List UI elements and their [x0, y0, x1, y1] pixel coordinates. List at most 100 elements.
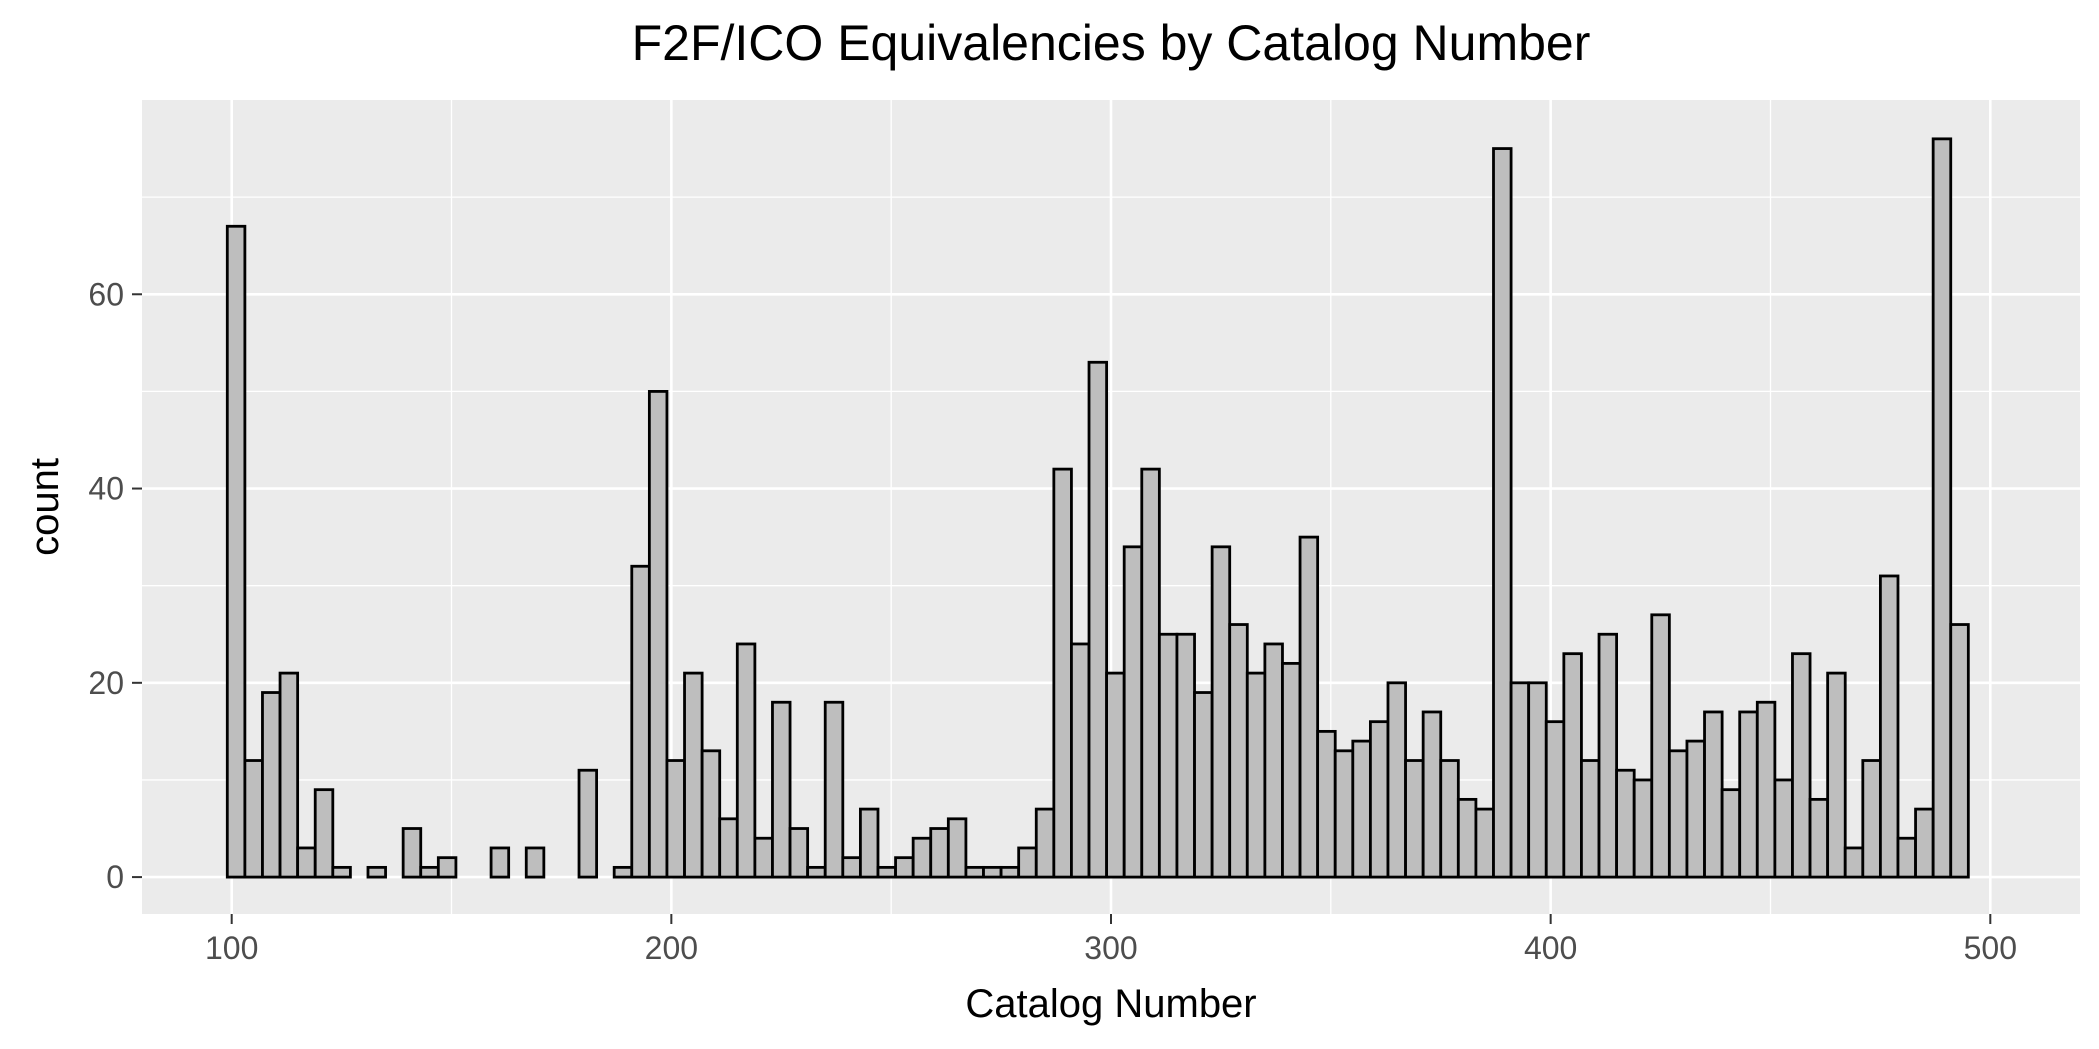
histogram-bar [1474, 807, 1495, 879]
histogram-bar [1333, 749, 1355, 879]
histogram-bar [1826, 671, 1847, 879]
histogram-bar [419, 865, 440, 879]
histogram-bar [243, 759, 264, 879]
histogram-bar [261, 691, 282, 879]
histogram-bar [1896, 836, 1917, 879]
histogram-bar [1316, 729, 1337, 879]
histogram-bar [1544, 720, 1566, 879]
histogram-bar [911, 836, 933, 879]
histogram-bar [1509, 681, 1531, 879]
histogram-bar [1597, 632, 1619, 879]
histogram-bar [1492, 147, 1513, 879]
histogram-bar [894, 856, 915, 879]
histogram-bar [1263, 642, 1284, 879]
histogram-bar [1368, 720, 1390, 879]
y-tick-label: 40 [88, 471, 124, 507]
histogram-bar [401, 827, 423, 879]
histogram-bar [524, 846, 546, 879]
histogram-bar [982, 865, 1003, 879]
histogram-bar [753, 836, 774, 879]
histogram-bar [1667, 749, 1689, 879]
histogram-bar [1175, 632, 1196, 879]
histogram-bar [366, 865, 387, 879]
x-tick-label: 200 [645, 930, 698, 966]
x-tick-label: 400 [1524, 930, 1577, 966]
histogram-bar [1632, 778, 1654, 879]
histogram-bar [1580, 759, 1601, 879]
histogram-bar [225, 224, 247, 879]
histogram-bar [1122, 545, 1144, 879]
histogram-bar [1791, 652, 1812, 879]
histogram-bar [718, 817, 739, 879]
histogram-bar [1773, 778, 1794, 879]
histogram-bar [1087, 360, 1109, 879]
histogram-bar [1439, 759, 1460, 879]
histogram-bar [1017, 846, 1038, 879]
histogram-bar [1228, 623, 1249, 879]
histogram-bar [489, 846, 511, 879]
histogram-bar [1720, 788, 1742, 879]
histogram-bar [1281, 661, 1302, 879]
histogram-bar [313, 788, 335, 879]
histogram-bar [1703, 710, 1724, 879]
y-tick-label: 60 [88, 276, 124, 312]
histogram-bar [1615, 768, 1636, 879]
histogram-bar [1738, 710, 1759, 879]
histogram-bar [1070, 642, 1091, 879]
histogram-bar [296, 846, 317, 879]
histogram-bar [665, 759, 686, 879]
y-tick-label: 0 [106, 859, 124, 895]
x-axis: 100 200 300 400 500 [205, 914, 2017, 966]
histogram-bar [1052, 467, 1073, 879]
y-axis-title: count [23, 458, 67, 556]
histogram-bar [1298, 535, 1320, 879]
histogram-bar [1843, 846, 1865, 879]
histogram-bar [1157, 632, 1179, 879]
x-axis-title: Catalog Number [965, 982, 1256, 1026]
histogram-bar [946, 817, 968, 879]
histogram-bar [1034, 807, 1056, 879]
histogram-bar [841, 856, 862, 879]
histogram-bar [1193, 691, 1214, 879]
histogram-bar [1949, 623, 1970, 879]
chart-title: F2F/ICO Equivalencies by Catalog Number [632, 15, 1591, 71]
histogram-bar [999, 865, 1021, 879]
histogram-bar [1861, 759, 1882, 879]
x-tick-label: 100 [205, 930, 258, 966]
histogram-bar [1914, 807, 1935, 879]
histogram-bar [647, 390, 669, 879]
y-tick-label: 20 [88, 665, 124, 701]
histogram-bar [1562, 652, 1583, 879]
bars [225, 137, 1970, 879]
histogram-bar [683, 671, 704, 879]
histogram-bar [700, 749, 722, 879]
histogram-bar [806, 865, 827, 879]
histogram-bar [823, 700, 845, 879]
histogram-bar [612, 865, 634, 879]
histogram-bar [876, 865, 897, 879]
y-axis: 0 20 40 60 [88, 276, 142, 895]
histogram-bar [929, 827, 950, 879]
histogram-bar [1527, 681, 1548, 879]
histogram-bar [1808, 797, 1830, 879]
histogram-bar [1650, 613, 1671, 879]
histogram-bar [1210, 545, 1232, 879]
histogram-bar [1755, 700, 1777, 879]
histogram-bar [1105, 671, 1126, 879]
histogram-bar [1140, 467, 1161, 879]
histogram-bar [436, 856, 458, 879]
histogram-bar [1386, 681, 1407, 879]
histogram-bar [630, 564, 651, 879]
histogram-bar [1421, 710, 1443, 879]
histogram-bar [1404, 759, 1425, 879]
histogram-bar [1931, 137, 1953, 879]
histogram-bar [1245, 671, 1267, 879]
histogram-bar [278, 671, 300, 879]
histogram-bar [771, 700, 792, 879]
histogram-bar [1456, 797, 1478, 879]
histogram-bar [577, 768, 599, 879]
x-tick-label: 300 [1084, 930, 1137, 966]
histogram-bar [735, 642, 757, 879]
x-tick-label: 500 [1964, 930, 2017, 966]
